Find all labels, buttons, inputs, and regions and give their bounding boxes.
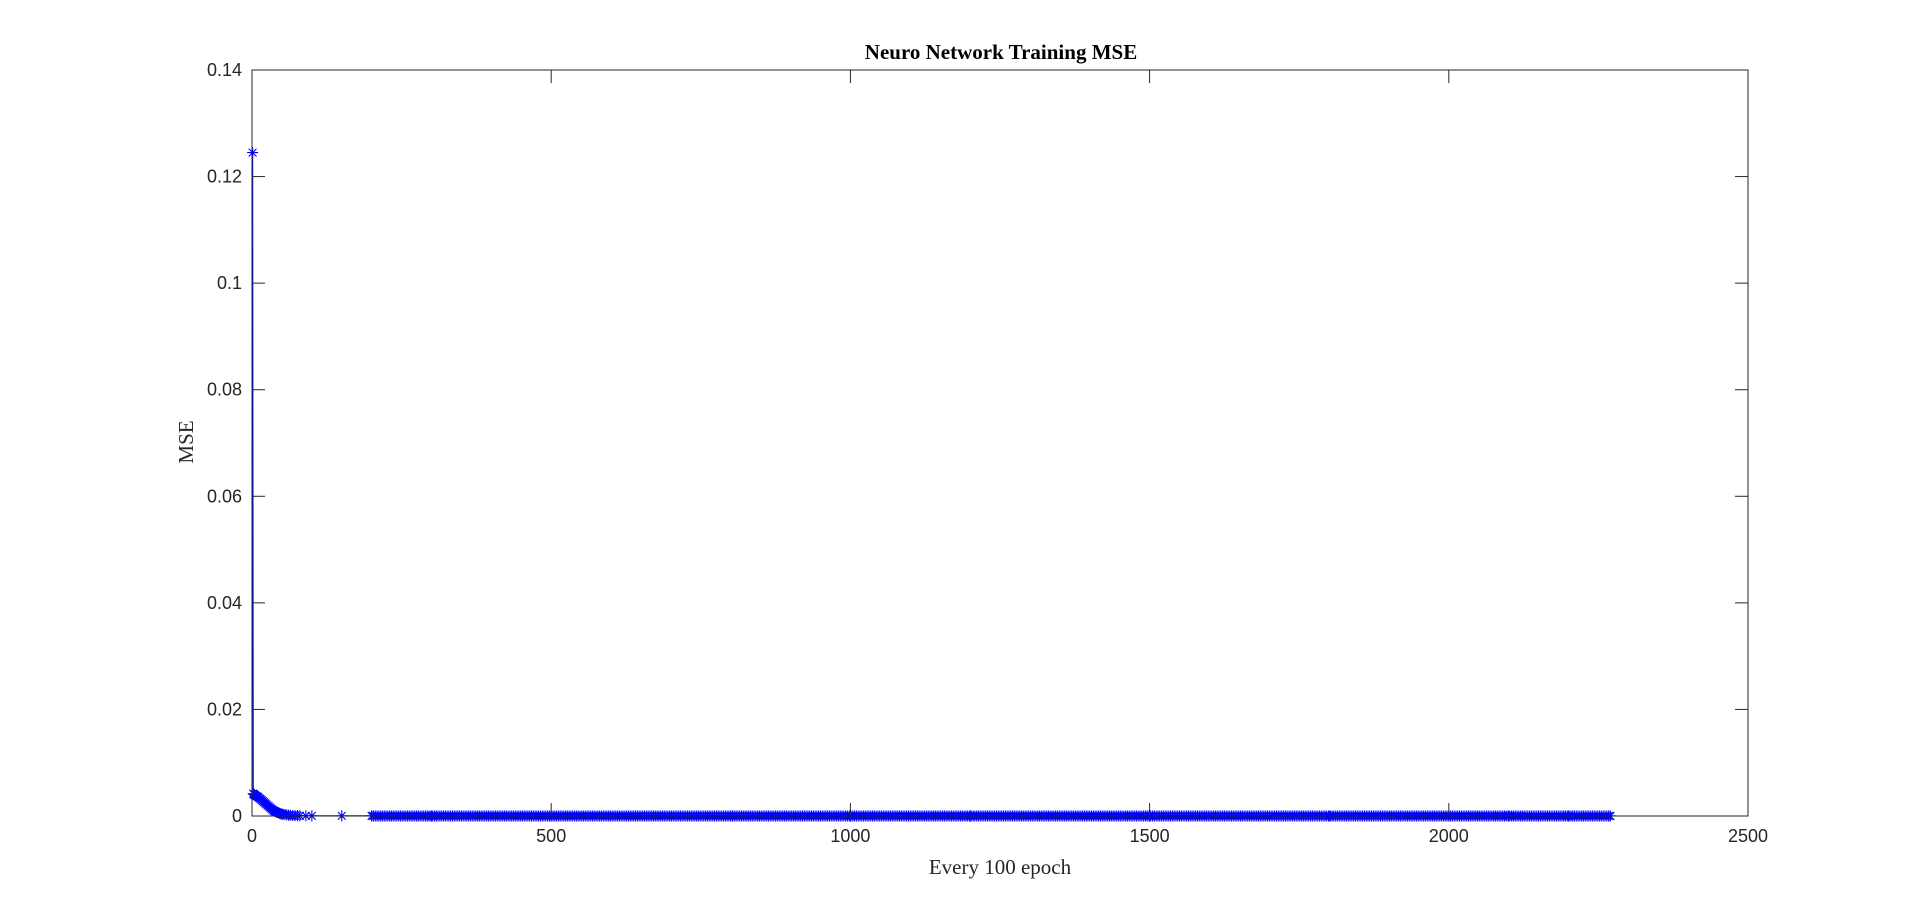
- y-tick-label: 0: [232, 806, 242, 826]
- chart-title: Neuro Network Training MSE: [865, 40, 1137, 64]
- y-axis-label: MSE: [174, 420, 198, 463]
- y-tick-label: 0.12: [207, 167, 242, 187]
- y-tick-label: 0.08: [207, 380, 242, 400]
- x-tick-label: 500: [536, 826, 566, 846]
- x-tick-label: 1000: [830, 826, 870, 846]
- y-tick-label: 0.06: [207, 486, 242, 506]
- x-tick-label: 1500: [1130, 826, 1170, 846]
- plot-area: [252, 70, 1748, 816]
- x-tick-label: 2500: [1728, 826, 1768, 846]
- data-point: [247, 147, 259, 159]
- y-tick-label: 0.04: [207, 593, 242, 613]
- y-tick-label: 0.14: [207, 60, 242, 80]
- x-tick-label: 2000: [1429, 826, 1469, 846]
- axes-layer: 0 500 1000 1500 2000 2500 0 0.02 0.04 0.06 0.08 0.1…: [207, 60, 1768, 846]
- axes-box: [251, 69, 1749, 817]
- x-axis-label: Every 100 epoch: [929, 855, 1072, 879]
- y-tick-label: 0.1: [217, 273, 242, 293]
- y-tick-label: 0.02: [207, 699, 242, 719]
- plot-background: [252, 70, 1748, 816]
- x-tick-label: 0: [247, 826, 257, 846]
